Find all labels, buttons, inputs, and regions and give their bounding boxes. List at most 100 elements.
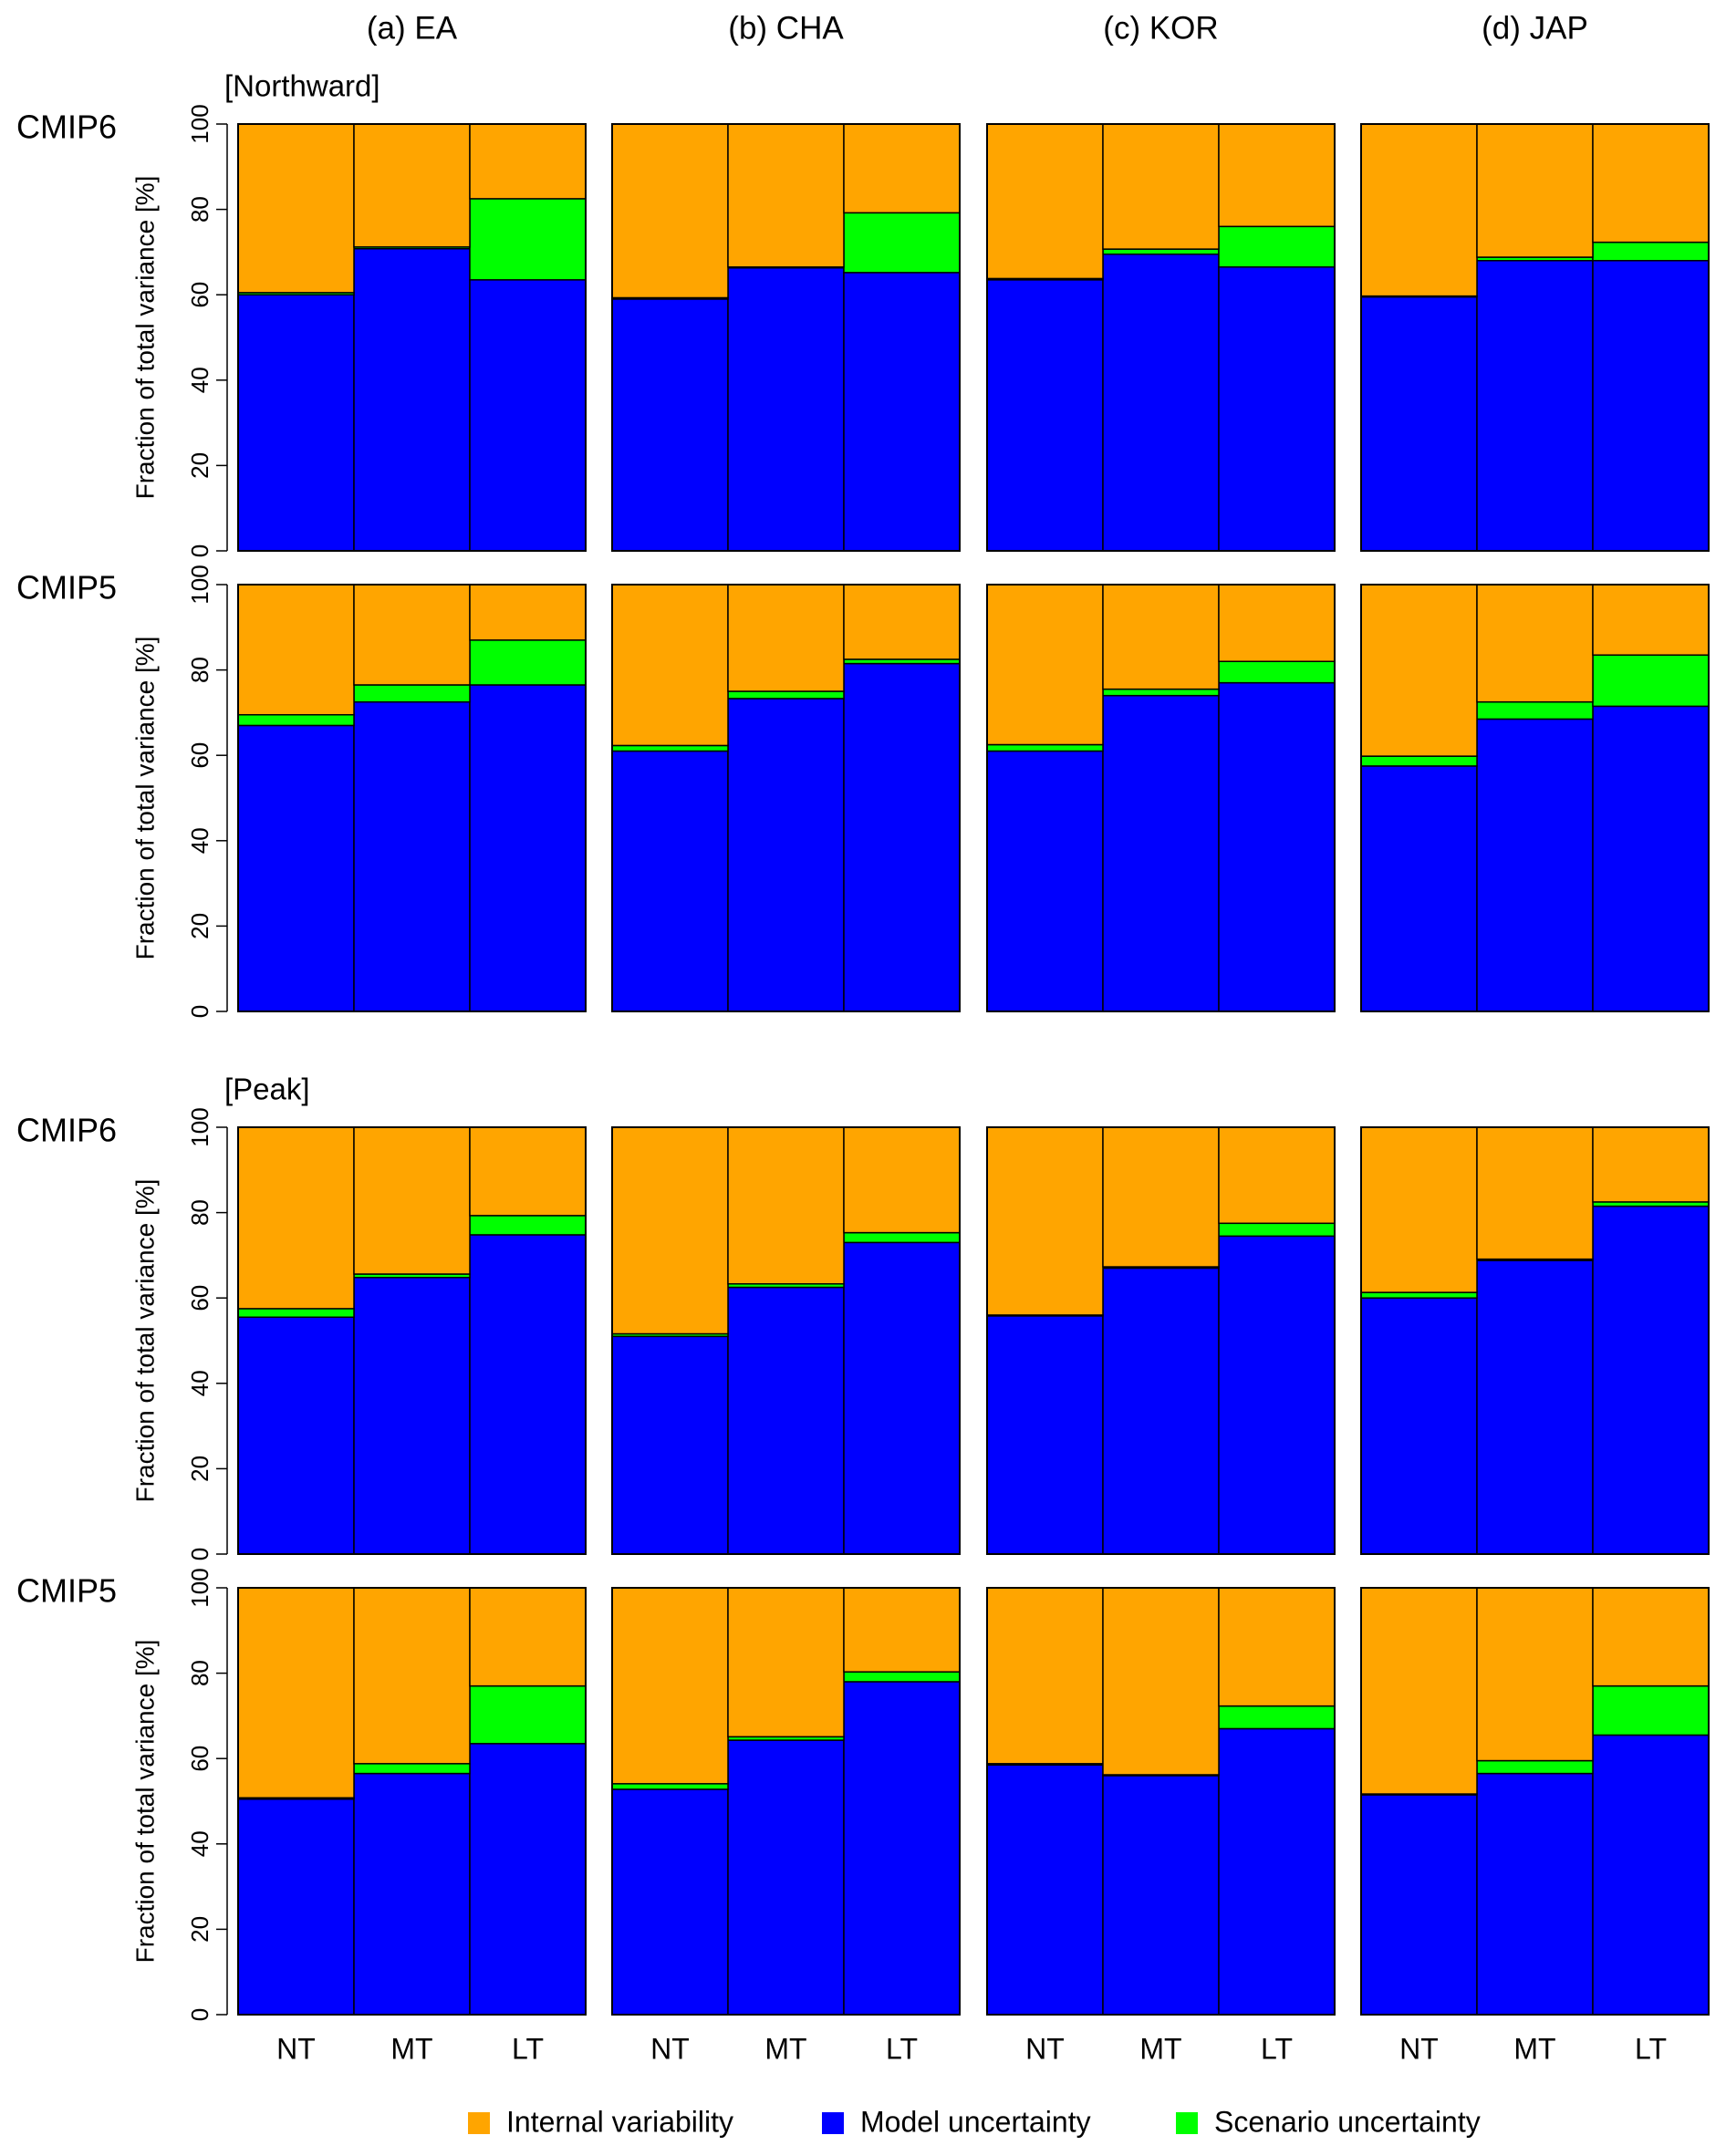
- panel-frame: [611, 1126, 961, 1555]
- bar-segment: [986, 279, 1104, 552]
- bar-segment: [1360, 123, 1478, 297]
- y-tick-label: 60: [186, 282, 213, 308]
- y-tick-label: 0: [186, 2008, 213, 2021]
- bar-segment: [353, 1587, 471, 1765]
- x-tick-label: MT: [390, 2032, 432, 2065]
- x-tick-label: MT: [1139, 2032, 1181, 2065]
- bar-segment: [1102, 253, 1220, 552]
- bar-segment: [1476, 1126, 1594, 1260]
- y-tick-label: 80: [186, 657, 213, 683]
- bar-segment: [469, 684, 587, 1012]
- bar-segment: [353, 584, 471, 686]
- bar-segment: [611, 1788, 729, 2016]
- legend-swatch: [1176, 2112, 1198, 2134]
- x-tick-label: LT: [886, 2032, 918, 2065]
- bar-segment: [353, 684, 471, 703]
- bar-segment: [353, 123, 471, 248]
- panel-frame: [237, 1126, 587, 1555]
- bar-segment: [1476, 700, 1594, 720]
- bar-segment: [1592, 705, 1710, 1012]
- bar-segment: [611, 1126, 729, 1335]
- bar-segment: [1102, 1587, 1220, 1776]
- bar-segment: [1102, 123, 1220, 250]
- bar-segment: [843, 1231, 961, 1244]
- y-tick-label: 80: [186, 196, 213, 223]
- bar-segment: [237, 1587, 355, 1799]
- y-tick-label: 100: [186, 1568, 213, 1607]
- legend-swatch: [468, 2112, 490, 2134]
- bar-segment: [353, 247, 471, 552]
- y-tick-label: 0: [186, 1005, 213, 1018]
- bar-segment: [237, 294, 355, 552]
- bar-segment: [1476, 584, 1594, 703]
- y-tick-label: 40: [186, 827, 213, 854]
- y-tick-label: 60: [186, 742, 213, 769]
- legend-swatch: [822, 2112, 844, 2134]
- section-label: [Peak]: [224, 1073, 310, 1106]
- bar-segment: [469, 279, 587, 552]
- bar-segment: [843, 1681, 961, 2016]
- x-tick-label: NT: [650, 2032, 690, 2065]
- bar-segment: [986, 743, 1104, 752]
- bar-segment: [1102, 248, 1220, 255]
- bar-segment: [727, 123, 845, 268]
- bar-segment: [1592, 123, 1710, 244]
- panel-frame: [986, 1587, 1336, 2016]
- bar-segment: [237, 1308, 355, 1319]
- bar-segment: [1102, 1126, 1220, 1268]
- bar-segment: [1360, 295, 1478, 552]
- bar-segment: [727, 1587, 845, 1738]
- bar-segment: [1592, 1126, 1710, 1203]
- bar-segment: [237, 1126, 355, 1310]
- section-label: [Northward]: [224, 69, 380, 103]
- column-title: (d) JAP: [1482, 10, 1588, 46]
- bar-segment: [1360, 1794, 1478, 2016]
- panel-frame: [1360, 1587, 1710, 2016]
- bar-segment: [843, 272, 961, 552]
- bar-segment: [1476, 1759, 1594, 1775]
- bar-segment: [1360, 1126, 1478, 1293]
- column-title: (a) EA: [367, 10, 458, 46]
- panel-frame: [237, 584, 587, 1012]
- bar-segment: [1592, 1684, 1710, 1736]
- y-tick-label: 0: [186, 544, 213, 557]
- bar-segment: [1592, 584, 1710, 656]
- panel-frame: [986, 1126, 1336, 1555]
- bar-segment: [727, 584, 845, 692]
- bar-segment: [1476, 123, 1594, 258]
- legend-label: Scenario uncertainty: [1214, 2105, 1481, 2138]
- bar-segment: [1218, 123, 1336, 228]
- bar-segment: [1218, 584, 1336, 662]
- bar-segment: [237, 1316, 355, 1555]
- bar-segment: [1102, 584, 1220, 690]
- bar-segment: [1218, 1126, 1336, 1225]
- y-tick-label: 20: [186, 452, 213, 479]
- y-tick-label: 0: [186, 1548, 213, 1560]
- y-tick-label: 60: [186, 1285, 213, 1311]
- bar-segment: [611, 123, 729, 299]
- bar-segment: [1218, 1705, 1336, 1730]
- bar-segment: [1218, 681, 1336, 1012]
- bar-segment: [469, 1126, 587, 1217]
- bar-segment: [1476, 1259, 1594, 1555]
- y-axis-label: Fraction of total variance [%]: [130, 1640, 159, 1964]
- bar-segment: [727, 690, 845, 700]
- legend-label: Internal variability: [506, 2105, 733, 2138]
- bar-segment: [843, 1671, 961, 1683]
- x-tick-label: NT: [276, 2032, 316, 2065]
- bar-segment: [353, 1276, 471, 1555]
- row-label: CMIP6: [16, 109, 117, 146]
- y-tick-label: 40: [186, 367, 213, 393]
- y-tick-label: 100: [186, 104, 213, 143]
- bar-segment: [237, 1798, 355, 2016]
- bar-segment: [1218, 1222, 1336, 1238]
- row-label: CMIP5: [16, 1572, 117, 1610]
- row-label: CMIP6: [16, 1112, 117, 1149]
- bar-segment: [1218, 266, 1336, 552]
- bar-segment: [611, 1335, 729, 1555]
- bar-segment: [469, 1587, 587, 1687]
- bar-segment: [843, 1241, 961, 1555]
- bar-segment: [1360, 584, 1478, 757]
- legend-label: Model uncertainty: [860, 2105, 1091, 2138]
- panel-frame: [986, 584, 1336, 1012]
